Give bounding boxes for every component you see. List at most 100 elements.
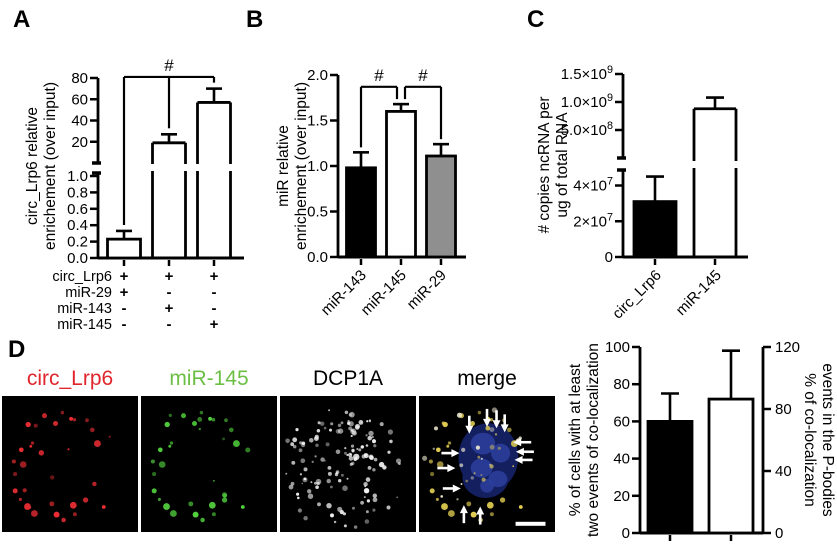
fluorescence-dot: [327, 471, 332, 476]
tick-label: 0.0: [67, 250, 88, 267]
fluorescence-dot: [288, 484, 294, 490]
tick-label: 0.0: [307, 249, 328, 266]
fluorescence-dot: [497, 446, 501, 450]
fluorescence-dot: [441, 503, 448, 511]
left-axis-label: two events of co-localization: [585, 343, 602, 537]
fluorescence-dot: [469, 420, 476, 427]
fluorescence-dot: [477, 410, 482, 415]
tick-label: 80: [71, 70, 88, 87]
condition-value: -: [167, 316, 172, 333]
fluorescence-dot: [314, 455, 317, 458]
fluorescence-dot: [368, 419, 371, 422]
fluorescence-dot: [346, 454, 349, 456]
fluorescence-dot: [18, 447, 24, 453]
fluorescence-dot: [440, 495, 443, 498]
fluorescence-dot: [325, 442, 330, 447]
fluorescence-dot: [169, 441, 174, 445]
fluorescence-dot: [211, 512, 216, 517]
tick-label: 100: [605, 339, 630, 356]
fluorescence-dot: [372, 493, 377, 498]
fluorescence-dot: [346, 477, 349, 480]
fluorescence-dot: [150, 459, 155, 464]
fluorescence-dot: [330, 485, 333, 489]
fluorescence-dot: [352, 430, 357, 436]
fluorescence-dot: [373, 444, 377, 448]
fluorescence-dot: [301, 482, 304, 485]
fluorescence-dot: [82, 497, 89, 503]
fluorescence-dot: [338, 479, 342, 483]
arrow-head: [500, 424, 509, 433]
fluorescence-dot: [60, 410, 65, 415]
fluorescence-dot: [349, 411, 355, 418]
tick-label: 1.0: [307, 158, 328, 175]
fluorescence-dot: [373, 457, 378, 462]
condition-value: +: [165, 268, 174, 285]
fluorescence-dot: [347, 419, 350, 423]
fluorescence-dot: [168, 413, 172, 417]
tick-label: 0: [775, 525, 783, 542]
microscopy-label-circ-lrp6: circ_Lrp6: [26, 367, 114, 390]
colocalization-arrow-icon: [515, 447, 534, 456]
fluorescence-dot: [327, 466, 332, 470]
fluorescence-dot: [351, 449, 355, 453]
fluorescence-dot: [89, 427, 95, 433]
fluorescence-dot: [340, 473, 344, 477]
fluorescence-dot: [292, 444, 297, 449]
sig-label: #: [164, 56, 174, 75]
fluorescence-dot: [429, 488, 435, 494]
bar: [197, 102, 231, 164]
fluorescence-dot: [330, 513, 334, 518]
fluorescence-dot: [466, 501, 472, 507]
tick-label: 0: [622, 525, 630, 542]
bar: [345, 166, 377, 259]
fluorescence-dot: [344, 410, 349, 415]
fluorescence-dot: [211, 417, 216, 422]
fluorescence-dot: [344, 451, 347, 455]
microscopy-image-mir-145: [141, 396, 277, 532]
arrow-head: [476, 506, 485, 515]
left-axis-label: % of cells with at least: [567, 363, 584, 516]
fluorescence-dot: [428, 459, 433, 464]
tick-label: 1.0×109: [561, 92, 613, 111]
y-axis-label: enrichement (over input): [42, 82, 59, 250]
fluorescence-dot: [456, 498, 459, 501]
fluorescence-dot: [199, 410, 204, 415]
fluorescence-dot: [69, 416, 74, 421]
fluorescence-dot: [297, 496, 300, 500]
fluorescence-dot: [326, 502, 332, 509]
condition-value: -: [122, 300, 127, 317]
right-axis-label: events in the P-bodies: [819, 363, 836, 517]
arrow-head: [483, 418, 491, 427]
condition-value: +: [120, 268, 129, 285]
fluorescence-dot: [299, 473, 303, 476]
fluorescence-dot: [470, 476, 474, 480]
fluorescence-dot: [317, 502, 321, 507]
condition-value: +: [210, 316, 219, 333]
nucleus-blob: [480, 478, 494, 493]
fluorescence-dot: [192, 511, 199, 518]
fluorescence-dot: [485, 425, 491, 431]
fluorescence-dot: [339, 510, 344, 515]
fluorescence-dot: [371, 435, 374, 439]
fluorescence-dot: [19, 461, 27, 468]
fluorescence-dot: [363, 482, 368, 487]
condition-value: -: [212, 300, 217, 317]
condition-row-label: miR-29: [65, 285, 112, 301]
fluorescence-dot: [486, 501, 494, 509]
fluorescence-dot: [435, 497, 439, 501]
tick-label: 0: [605, 249, 613, 266]
microscopy-panel-circ-lrp6: circ_Lrp6: [2, 356, 138, 532]
sig-label: #: [418, 66, 428, 85]
fluorescence-dot: [512, 465, 515, 468]
tick-label: 60: [613, 413, 630, 430]
fluorescence-dot: [337, 423, 342, 428]
tick-label: 1.5: [307, 113, 328, 130]
fluorescence-dot: [459, 463, 464, 468]
microscopy-panel-mir-145: miR-145: [141, 356, 277, 532]
arrow-head: [515, 447, 524, 456]
fluorescence-dot: [310, 481, 313, 484]
fluorescence-dot: [320, 421, 325, 426]
fluorescence-dot: [499, 497, 506, 503]
colocalization-arrow-icon: [483, 408, 491, 427]
